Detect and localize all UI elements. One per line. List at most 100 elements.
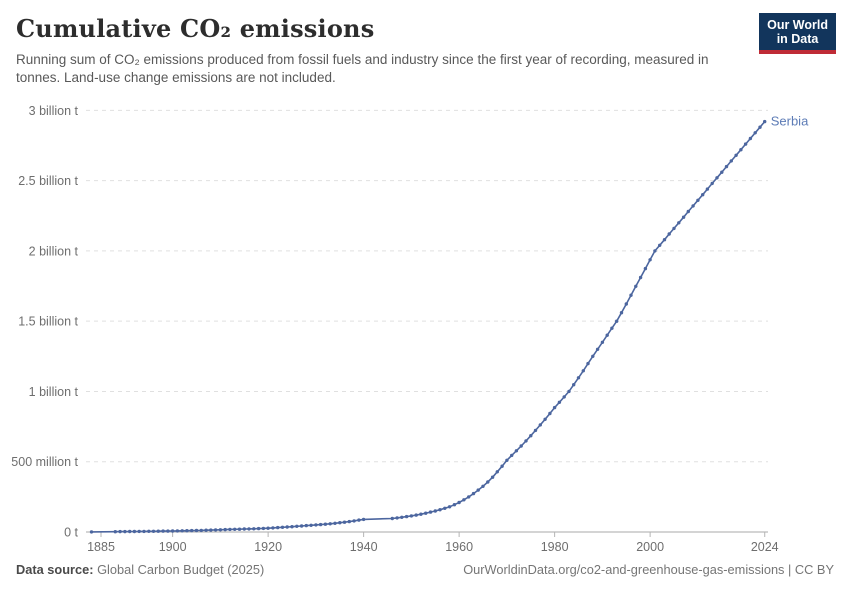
data-point[interactable] (457, 500, 461, 505)
data-point[interactable] (318, 522, 323, 527)
data-point[interactable] (705, 187, 710, 191)
data-point[interactable] (314, 523, 318, 527)
data-point[interactable] (691, 204, 695, 208)
data-point[interactable] (194, 528, 199, 533)
attribution-link[interactable]: OurWorldinData.org/co2-and-greenhouse-ga… (463, 562, 834, 577)
data-point[interactable] (285, 525, 289, 529)
data-point[interactable] (295, 524, 299, 528)
data-point[interactable] (605, 333, 609, 337)
data-point[interactable] (443, 506, 447, 510)
data-point[interactable] (552, 405, 557, 410)
data-point[interactable] (256, 526, 261, 531)
data-point[interactable] (438, 508, 442, 512)
owid-logo[interactable]: Our World in Data (759, 13, 836, 54)
data-point[interactable] (290, 525, 294, 529)
data-point[interactable] (643, 266, 648, 271)
data-point[interactable] (304, 523, 308, 528)
data-point[interactable] (572, 383, 576, 387)
data-point[interactable] (729, 159, 733, 163)
data-point[interactable] (419, 512, 423, 516)
data-point[interactable] (743, 142, 748, 146)
data-point[interactable] (142, 529, 146, 534)
data-point[interactable] (352, 519, 356, 523)
data-point[interactable] (118, 529, 122, 534)
data-point[interactable] (137, 529, 141, 534)
data-point[interactable] (490, 475, 495, 479)
series-label-serbia[interactable]: Serbia (771, 114, 809, 129)
data-point[interactable] (357, 518, 361, 522)
data-point[interactable] (495, 470, 499, 474)
data-point[interactable] (276, 525, 280, 530)
data-point[interactable] (180, 529, 184, 533)
data-point[interactable] (672, 226, 676, 231)
data-point[interactable] (342, 520, 347, 524)
data-point[interactable] (701, 193, 705, 197)
data-point[interactable] (89, 530, 94, 534)
data-point[interactable] (763, 119, 767, 124)
data-point[interactable] (471, 491, 476, 496)
data-point[interactable] (548, 411, 552, 416)
data-point[interactable] (562, 395, 566, 399)
data-point[interactable] (734, 153, 738, 157)
data-point[interactable] (175, 529, 180, 533)
data-point[interactable] (433, 509, 437, 513)
data-point[interactable] (223, 527, 227, 532)
data-point[interactable] (524, 439, 528, 443)
data-point[interactable] (447, 505, 452, 509)
data-point[interactable] (696, 198, 700, 202)
data-point[interactable] (658, 243, 662, 247)
data-point[interactable] (720, 170, 724, 174)
data-point[interactable] (510, 453, 514, 458)
data-point[interactable] (557, 400, 562, 404)
data-point[interactable] (529, 434, 533, 438)
data-point[interactable] (758, 125, 762, 129)
data-point[interactable] (395, 516, 399, 520)
data-point[interactable] (638, 275, 643, 280)
data-point[interactable] (280, 525, 285, 529)
data-point[interactable] (500, 464, 504, 468)
data-point[interactable] (151, 529, 156, 533)
data-point[interactable] (390, 516, 394, 521)
data-point[interactable] (123, 529, 127, 534)
data-point[interactable] (156, 529, 160, 533)
data-point[interactable] (409, 514, 414, 518)
data-point[interactable] (567, 389, 571, 394)
data-point[interactable] (610, 326, 614, 330)
data-point[interactable] (505, 458, 509, 462)
data-point[interactable] (199, 528, 203, 533)
data-point[interactable] (514, 449, 519, 453)
data-point[interactable] (724, 164, 729, 169)
data-point[interactable] (400, 515, 404, 519)
data-point[interactable] (424, 511, 428, 515)
data-point[interactable] (333, 521, 337, 525)
data-point[interactable] (147, 529, 151, 533)
data-point[interactable] (653, 249, 657, 253)
data-point[interactable] (533, 428, 538, 433)
data-point[interactable] (299, 524, 304, 528)
data-point[interactable] (414, 513, 418, 517)
data-point[interactable] (190, 528, 194, 533)
data-point[interactable] (237, 527, 242, 531)
data-point[interactable] (404, 514, 409, 519)
data-point[interactable] (677, 221, 681, 225)
data-point[interactable] (161, 529, 165, 533)
data-point[interactable] (170, 529, 175, 533)
data-point[interactable] (247, 527, 251, 531)
data-point[interactable] (266, 526, 270, 530)
data-point[interactable] (467, 495, 471, 499)
data-point[interactable] (576, 376, 581, 380)
data-point[interactable] (132, 529, 137, 534)
data-point[interactable] (591, 354, 595, 358)
data-point[interactable] (476, 488, 480, 492)
data-point[interactable] (166, 529, 170, 533)
data-point[interactable] (228, 527, 232, 532)
data-point[interactable] (452, 503, 457, 507)
series-line[interactable] (91, 121, 766, 533)
data-point[interactable] (218, 528, 223, 532)
data-point[interactable] (710, 181, 714, 186)
data-point[interactable] (252, 527, 256, 531)
data-point[interactable] (323, 522, 328, 526)
data-point[interactable] (242, 527, 246, 531)
data-point[interactable] (615, 319, 619, 323)
data-point[interactable] (538, 423, 542, 427)
